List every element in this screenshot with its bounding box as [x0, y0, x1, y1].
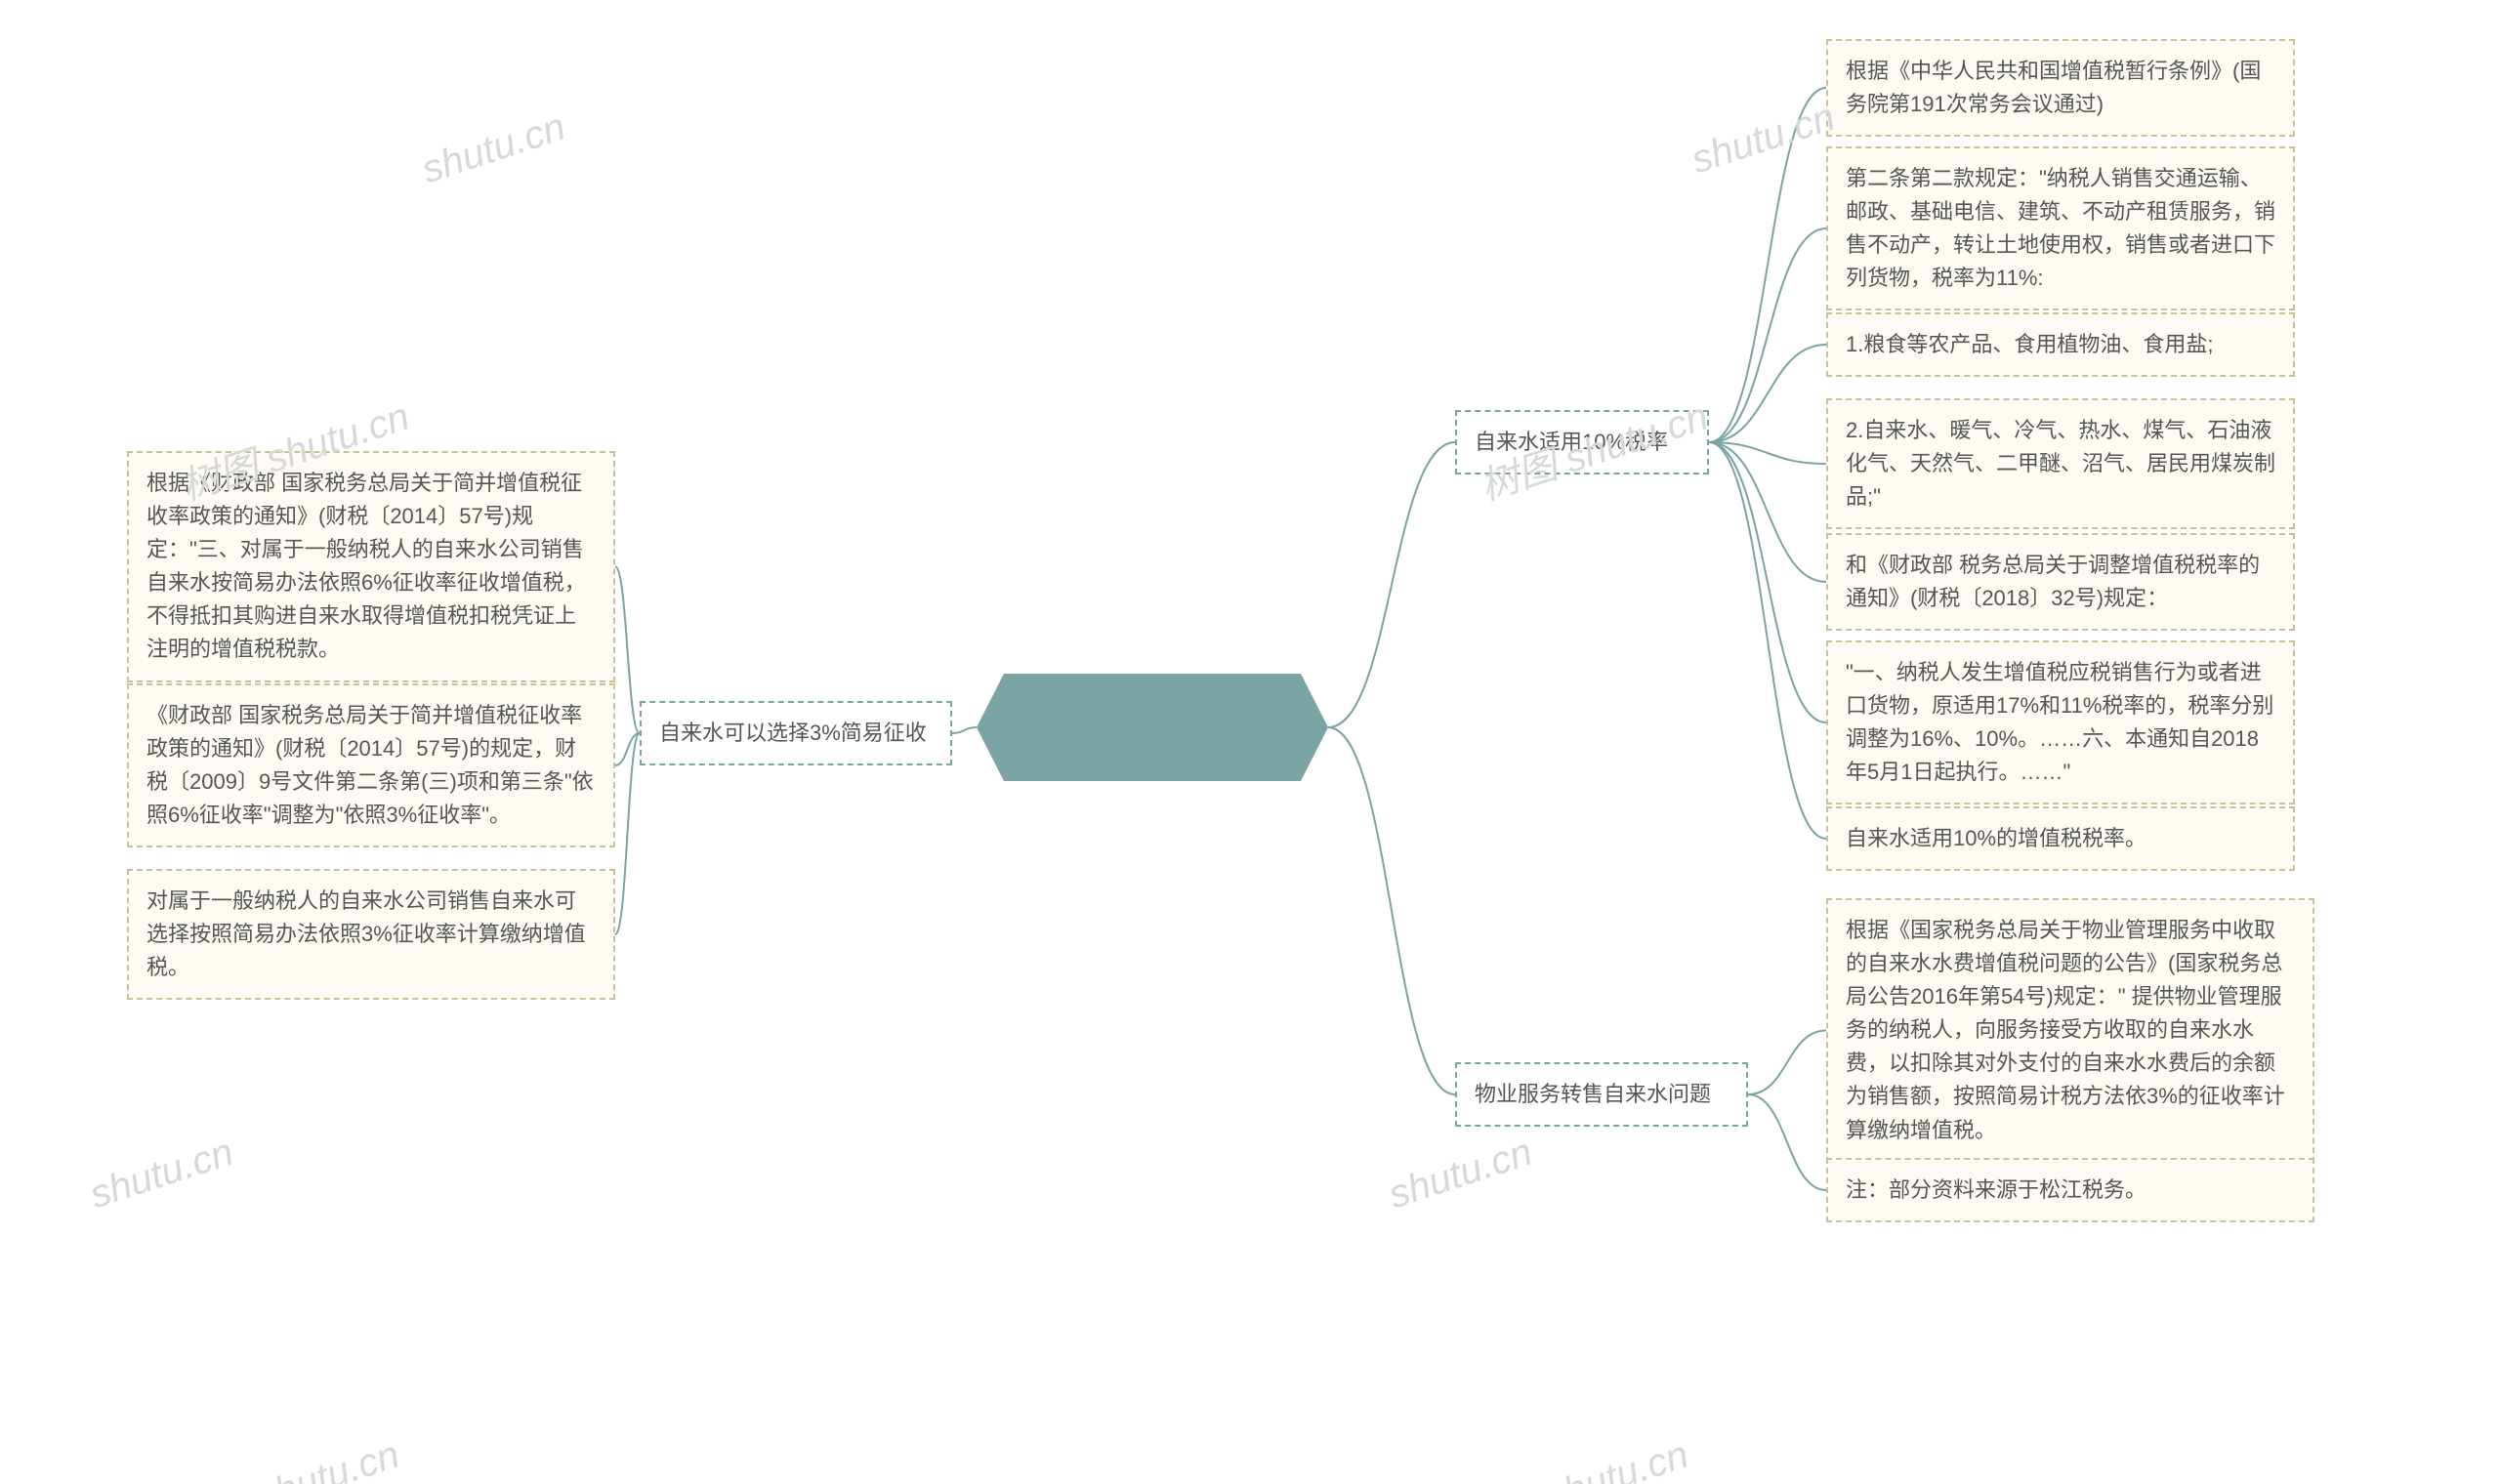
leaf-node: 自来水适用10%的增值税税率。: [1826, 806, 2295, 871]
leaf-text: 根据《财政部 国家税务总局关于简并增值税征收率政策的通知》(财税〔2014〕57…: [146, 471, 586, 661]
watermark: shutu.cn: [1384, 1131, 1538, 1218]
branch-node: 自来水可以选择3%简易征收: [640, 701, 952, 765]
leaf-text: 第二条第二款规定："纳税人销售交通运输、邮政、基础电信、建筑、不动产租赁服务，销…: [1846, 166, 2275, 290]
branch-text: 自来水可以选择3%简易征收: [659, 721, 927, 745]
leaf-text: 根据《中华人民共和国增值税暂行条例》(国务院第191次常务会议通过): [1846, 59, 2261, 116]
watermark: shutu.cn: [251, 1433, 405, 1484]
leaf-text: 自来水适用10%的增值税税率。: [1846, 826, 2146, 850]
leaf-text: 2.自来水、暖气、冷气、热水、煤气、石油液化气、天然气、二甲醚、沼气、居民用煤炭…: [1846, 418, 2275, 509]
leaf-node: 对属于一般纳税人的自来水公司销售自来水可选择按照简易办法依照3%征收率计算缴纳增…: [127, 869, 615, 1000]
leaf-node: 第二条第二款规定："纳税人销售交通运输、邮政、基础电信、建筑、不动产租赁服务，销…: [1826, 146, 2295, 310]
leaf-text: 注：部分资料来源于松江税务。: [1846, 1177, 2146, 1202]
branch-node: 自来水适用10%税率: [1455, 410, 1709, 474]
leaf-node: 根据《国家税务总局关于物业管理服务中收取的自来水水费增值税问题的公告》(国家税务…: [1826, 898, 2314, 1163]
leaf-node: 《财政部 国家税务总局关于简并增值税征收率政策的通知》(财税〔2014〕57号)…: [127, 683, 615, 847]
leaf-text: 和《财政部 税务总局关于调整增值税税率的通知》(财税〔2018〕32号)规定：: [1846, 553, 2260, 610]
leaf-node: 1.粮食等农产品、食用植物油、食用盐;: [1826, 312, 2295, 377]
leaf-text: 根据《国家税务总局关于物业管理服务中收取的自来水水费增值税问题的公告》(国家税务…: [1846, 918, 2285, 1142]
root-node: 自来水水费增值税税率是多少?: [0, 0, 352, 107]
watermark: shutu.cn: [417, 105, 571, 193]
leaf-node: 2.自来水、暖气、冷气、热水、煤气、石油液化气、天然气、二甲醚、沼气、居民用煤炭…: [1826, 398, 2295, 529]
leaf-node: 注：部分资料来源于松江税务。: [1826, 1158, 2314, 1222]
root-text: 自来水水费增值税税率是多少?: [25, 15, 326, 93]
watermark: shutu.cn: [85, 1131, 239, 1218]
watermark: shutu.cn: [1687, 96, 1841, 184]
branch-text: 物业服务转售自来水问题: [1475, 1082, 1711, 1106]
leaf-node: 和《财政部 税务总局关于调整增值税税率的通知》(财税〔2018〕32号)规定：: [1826, 533, 2295, 631]
branch-text: 自来水适用10%税率: [1475, 430, 1668, 454]
leaf-text: 对属于一般纳税人的自来水公司销售自来水可选择按照简易办法依照3%征收率计算缴纳增…: [146, 888, 586, 979]
leaf-text: 《财政部 国家税务总局关于简并增值税征收率政策的通知》(财税〔2014〕57号)…: [146, 703, 594, 827]
branch-node: 物业服务转售自来水问题: [1455, 1062, 1748, 1127]
leaf-node: 根据《财政部 国家税务总局关于简并增值税征收率政策的通知》(财税〔2014〕57…: [127, 451, 615, 682]
leaf-text: 1.粮食等农产品、食用植物油、食用盐;: [1846, 332, 2213, 356]
leaf-node: "一、纳税人发生增值税应税销售行为或者进口货物，原适用17%和11%税率的，税率…: [1826, 640, 2295, 804]
watermark: shutu.cn: [1540, 1433, 1694, 1484]
leaf-node: 根据《中华人民共和国增值税暂行条例》(国务院第191次常务会议通过): [1826, 39, 2295, 137]
leaf-text: "一、纳税人发生增值税应税销售行为或者进口货物，原适用17%和11%税率的，税率…: [1846, 660, 2273, 784]
